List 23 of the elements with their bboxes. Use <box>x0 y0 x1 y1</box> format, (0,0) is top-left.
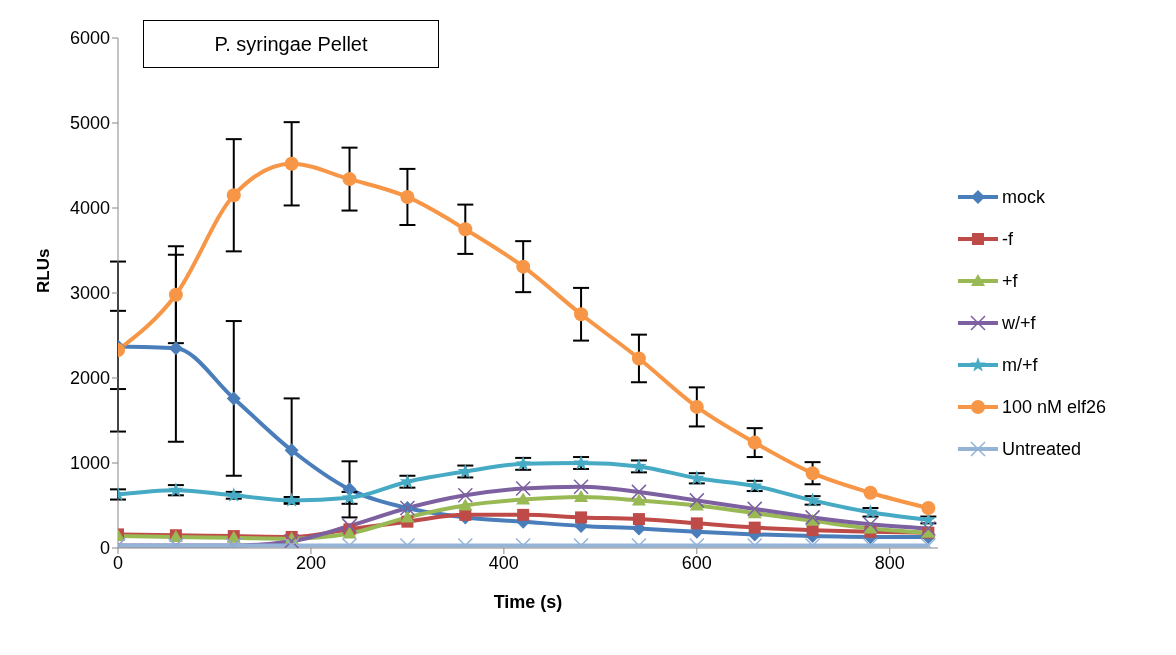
legend-label: mock <box>1002 186 1046 208</box>
x-tick-label: 0 <box>112 552 124 573</box>
legend-label: w/+f <box>1002 312 1036 334</box>
y-tick-label: 0 <box>99 538 110 559</box>
y-tick-label: 6000 <box>69 28 110 49</box>
y-tick-label: 4000 <box>69 198 110 219</box>
legend-label: Untreated <box>1002 438 1082 460</box>
x-tick-label: 200 <box>295 552 326 573</box>
x-axis-title: Time (s) <box>493 592 563 612</box>
y-tick-label: 2000 <box>69 368 110 389</box>
x-tick-label: 600 <box>681 552 712 573</box>
y-tick-label: 5000 <box>69 113 110 134</box>
y-tick-label: 1000 <box>69 453 110 474</box>
legend-label: +f <box>1002 270 1018 292</box>
chart-title: P. syringae Pellet <box>214 32 368 56</box>
y-tick-label: 3000 <box>69 283 110 304</box>
title-frame: P. syringae Pellet <box>143 20 439 68</box>
legend-label: 100 nM elf26 <box>1002 396 1107 418</box>
legend-label: m/+f <box>1002 354 1038 376</box>
x-tick-label: 800 <box>874 552 905 573</box>
x-tick-label: 400 <box>488 552 519 573</box>
legend-label: -f <box>1002 228 1013 250</box>
y-axis-title: RLUs <box>34 248 54 293</box>
